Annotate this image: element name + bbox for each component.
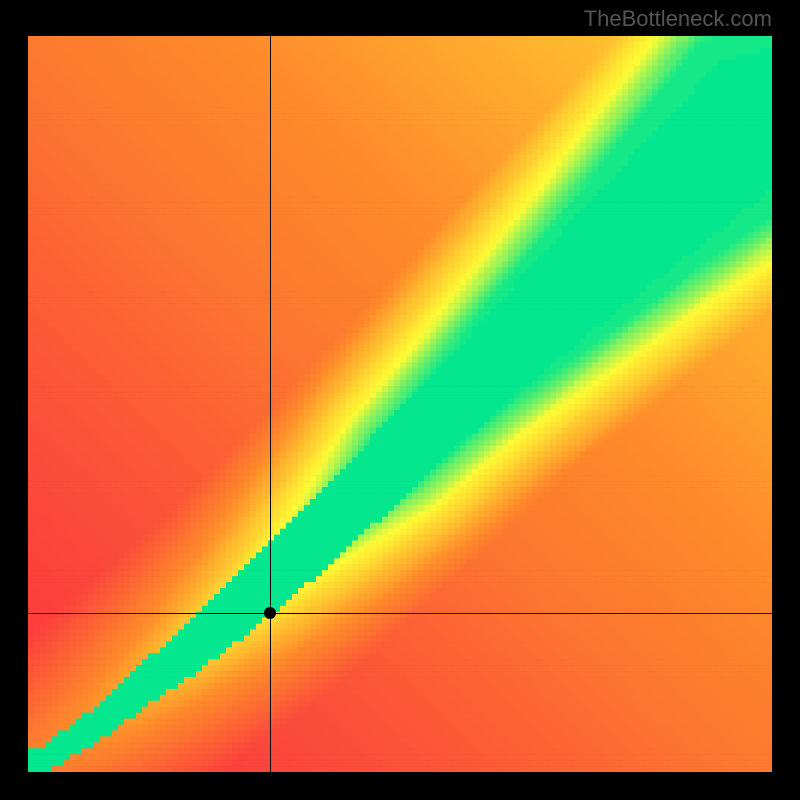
crosshair-horizontal: [28, 613, 772, 614]
plot-area: [28, 36, 772, 772]
crosshair-marker: [264, 607, 276, 619]
heatmap-canvas: [28, 36, 772, 772]
attribution-text: TheBottleneck.com: [584, 6, 772, 32]
crosshair-vertical: [270, 36, 271, 772]
